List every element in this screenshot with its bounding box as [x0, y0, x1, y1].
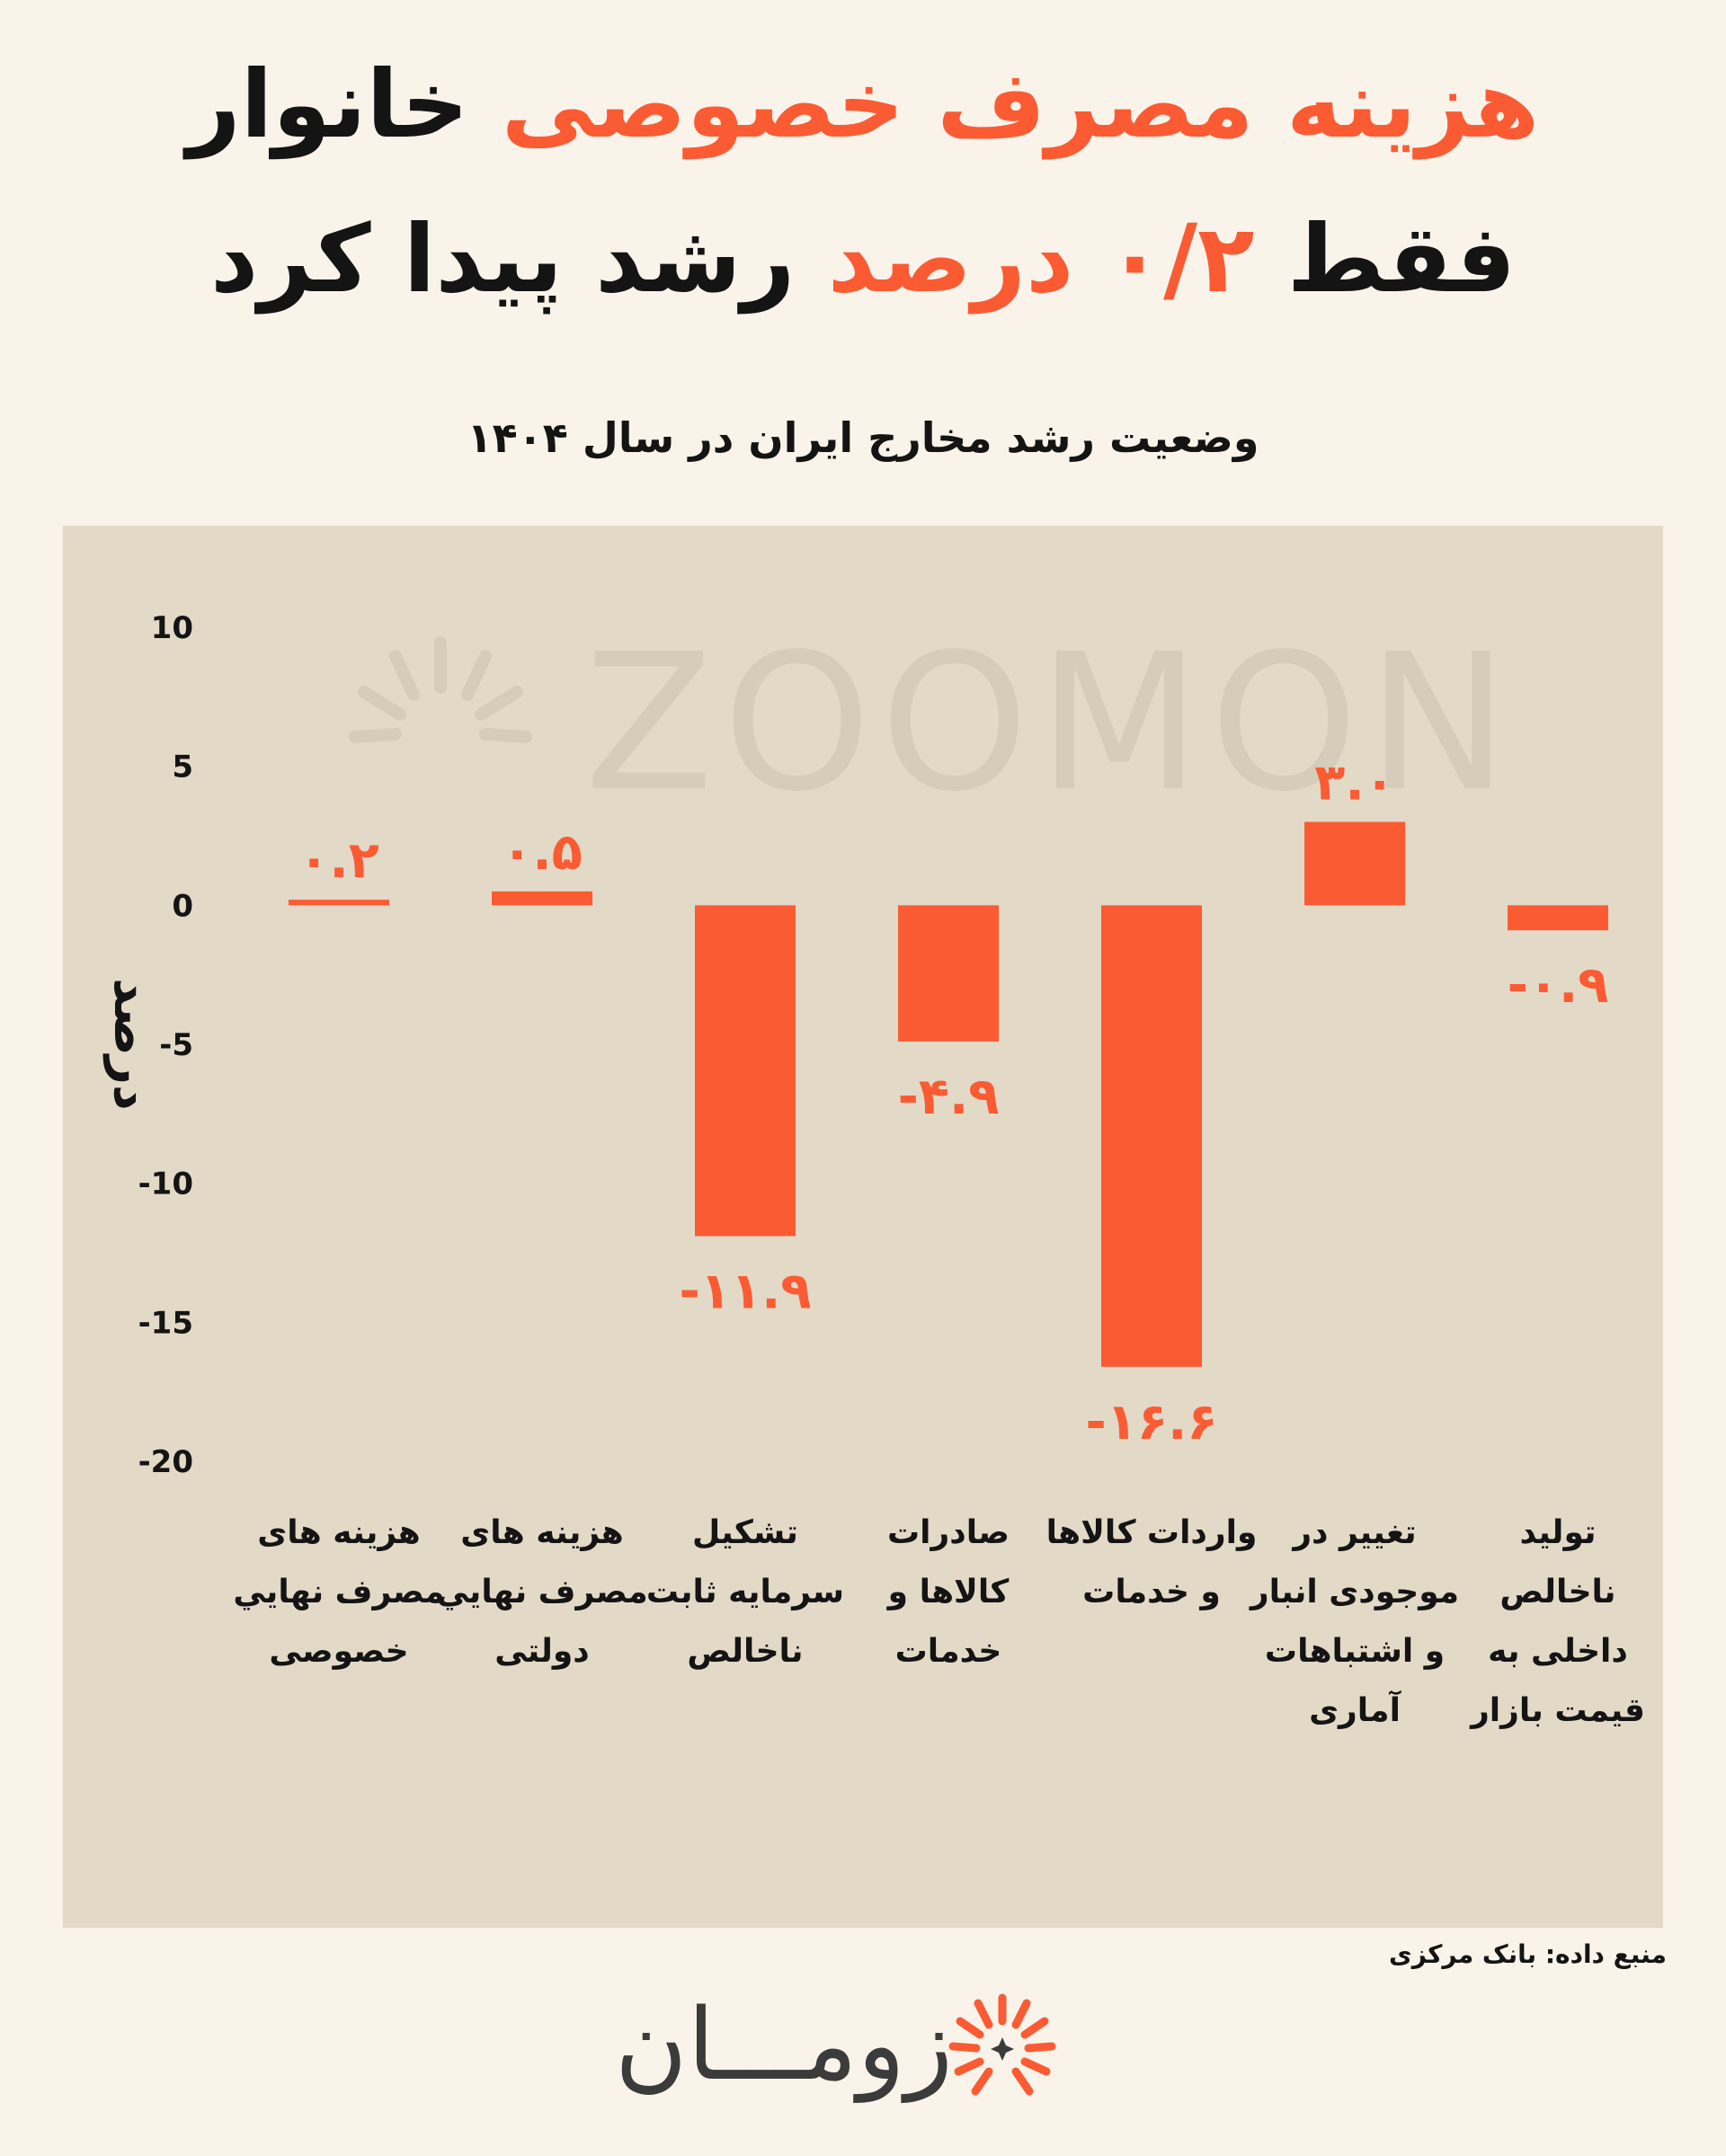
- category-label: تولید ناخالص داخلی به قیمت بازار: [1471, 1514, 1645, 1729]
- bar-value-label: -۱۱.۹: [679, 1262, 811, 1320]
- headline-text-1: خانوار: [186, 49, 469, 159]
- category-label: واردات کالاها و خدمات: [1045, 1514, 1258, 1610]
- headline-accent-1: هزینه مصرف خصوصی: [501, 49, 1540, 159]
- bar-value-label: ۳.۰: [1314, 754, 1395, 812]
- headline-accent-2: ۰/۲ درصد: [827, 204, 1255, 314]
- y-tick-label: -5: [159, 1027, 193, 1063]
- bar-value-label: ۰.۵: [502, 823, 583, 882]
- headline-text-3: رشد پیدا کرد: [209, 204, 796, 314]
- y-tick-label: -20: [138, 1444, 193, 1480]
- y-tick-label: 0: [172, 888, 193, 924]
- category-label: تشکیل سرمایه ثابت ناخالص: [645, 1514, 845, 1670]
- y-tick-label: -15: [138, 1305, 193, 1341]
- bar-value-label: -۰.۹: [1508, 956, 1609, 1015]
- bar-value-label: -۴.۹: [898, 1068, 1000, 1126]
- y-axis-label: درصد: [102, 978, 161, 1110]
- headline: هزینه مصرف خصوصی خانوار فقط ۰/۲ درصد رشد…: [0, 27, 1726, 336]
- bar: [695, 905, 796, 1237]
- bar: [492, 891, 592, 906]
- bar: [1304, 821, 1405, 906]
- watermark: ZOOMON: [333, 625, 1508, 822]
- bar-value-label: ۰.۲: [298, 831, 379, 890]
- logo-text: زومـــان: [614, 1987, 953, 2102]
- bar-chart: 10 5 0 -5 -10 -15 -20 ۰.۲ ۰.۵ -۱۱.۹ -۴.۹ -۱۶.۶ ۳.۰ -…: [102, 610, 1609, 1480]
- bar: [898, 905, 999, 1042]
- chart-panel: ZOOMON 10 5 0 -5 -10 -15 -20 ۰.۲ ۰.۵ -۱۱.۹ -۴.۹ -۱…: [63, 526, 1663, 1928]
- brand-logo: زومـــان: [614, 1982, 1061, 2116]
- category-label: هزینه های مصرف نهایي دولتی: [436, 1514, 648, 1670]
- y-tick-label: -10: [138, 1167, 193, 1202]
- headline-text-2: فقط: [1286, 204, 1517, 314]
- y-tick-label: 5: [172, 750, 193, 785]
- headline-line-1: هزینه مصرف خصوصی خانوار: [0, 27, 1726, 182]
- bar: [1101, 905, 1202, 1367]
- category-label: تغییر در موجودی انبار و اشتباهات آماری: [1250, 1514, 1460, 1729]
- y-tick-label: 10: [151, 610, 193, 646]
- headline-line-2: فقط ۰/۲ درصد رشد پیدا کرد: [0, 182, 1726, 336]
- watermark-text: ZOOMON: [584, 613, 1518, 833]
- category-label: هزینه های مصرف نهایي خصوصی: [233, 1514, 445, 1670]
- watermark-sun-icon: [349, 636, 532, 743]
- bar: [289, 900, 389, 906]
- sunburst-logo-icon: [948, 1993, 1056, 2096]
- category-label: صادرات کالاها و خدمات: [886, 1514, 1010, 1670]
- chart-subtitle: وضعیت رشد مخارج ایران در سال ۱۴۰۴: [467, 413, 1259, 462]
- bar-value-label: -۱۶.۶: [1085, 1393, 1217, 1451]
- data-source: منبع داده: بانک مرکزی: [1389, 1939, 1667, 1969]
- bar: [1508, 905, 1608, 931]
